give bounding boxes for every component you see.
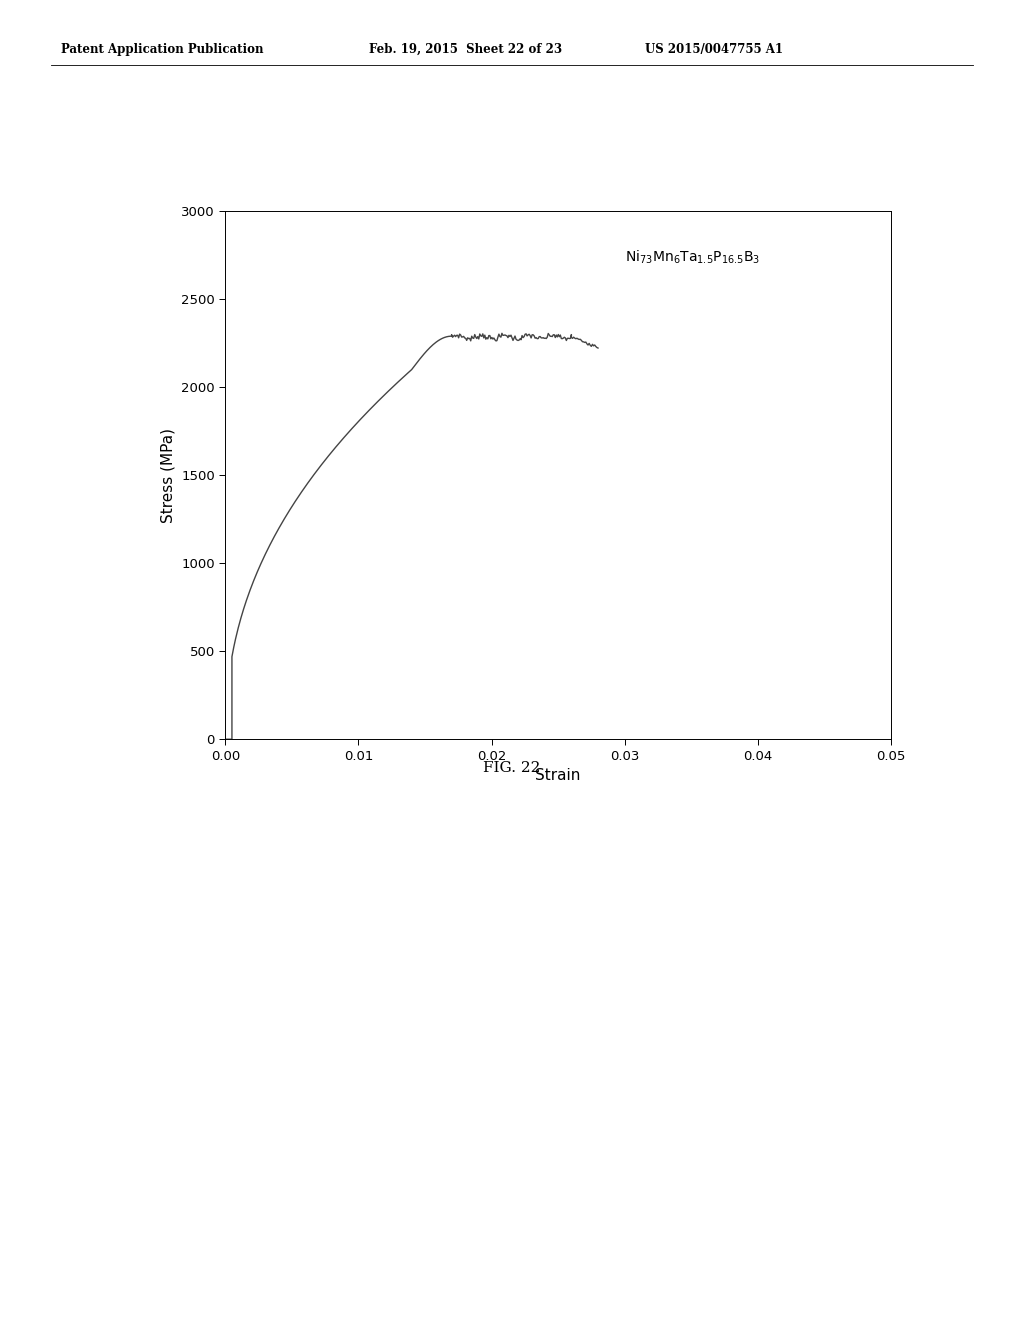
Y-axis label: Stress (MPa): Stress (MPa) — [161, 428, 175, 523]
Text: $\mathrm{Ni}_{73}\mathrm{Mn}_{6}\mathrm{Ta}_{1.5}\mathrm{P}_{16.5}\mathrm{B}_{3}: $\mathrm{Ni}_{73}\mathrm{Mn}_{6}\mathrm{… — [625, 248, 760, 265]
X-axis label: Strain: Strain — [536, 768, 581, 783]
Text: Patent Application Publication: Patent Application Publication — [61, 42, 264, 55]
Text: Feb. 19, 2015  Sheet 22 of 23: Feb. 19, 2015 Sheet 22 of 23 — [369, 42, 562, 55]
Text: FIG. 22: FIG. 22 — [483, 762, 541, 775]
Text: US 2015/0047755 A1: US 2015/0047755 A1 — [645, 42, 783, 55]
